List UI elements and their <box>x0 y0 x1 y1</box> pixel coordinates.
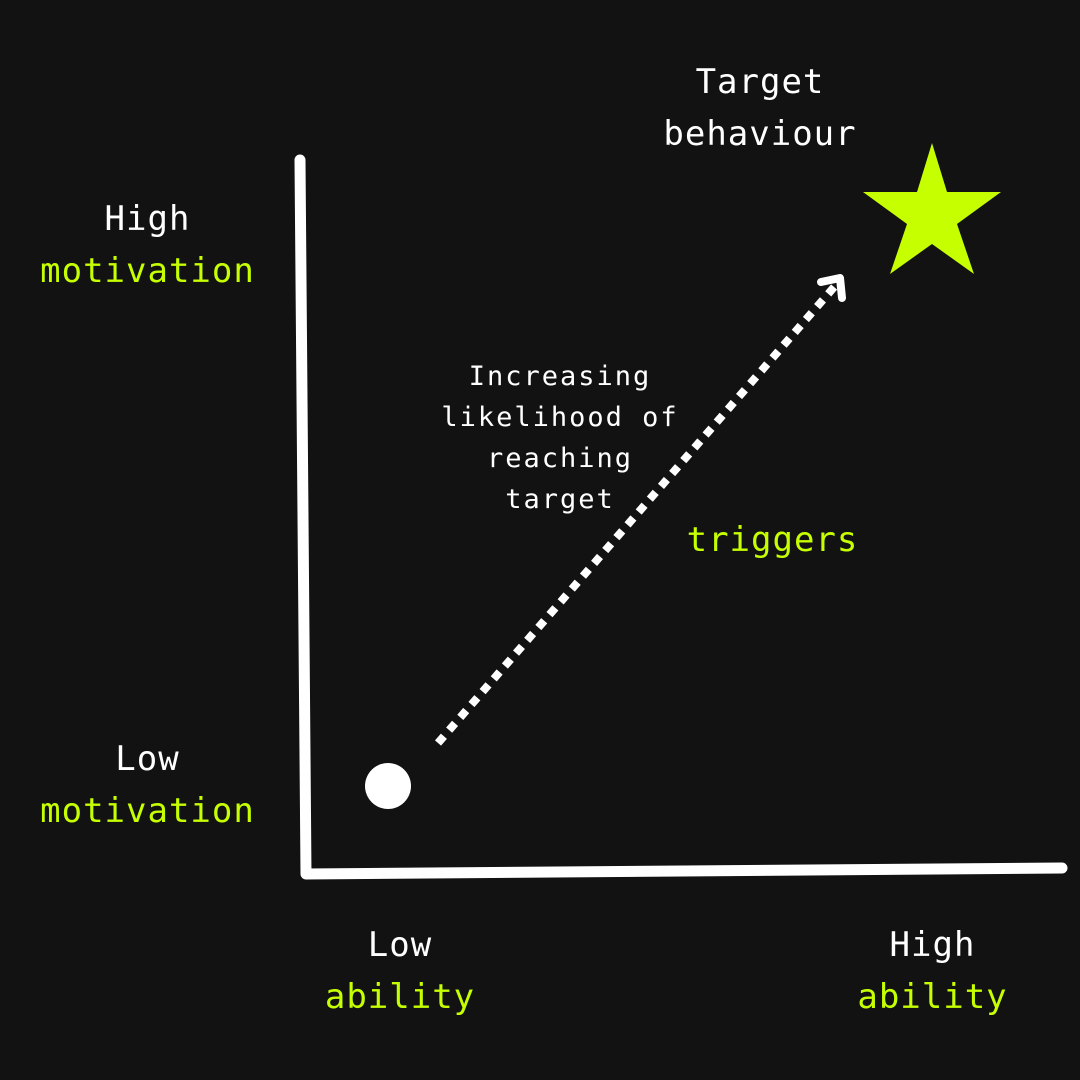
arrow-description-line: Increasing <box>468 361 652 392</box>
arrow-description: Increasing likelihood of reaching target <box>420 356 700 520</box>
target-label-line2: behaviour <box>663 114 857 154</box>
high-motivation-qualifier: High <box>104 199 191 239</box>
star-icon <box>863 143 1001 274</box>
high-ability-qualifier: High <box>889 925 976 965</box>
target-label-line1: Target <box>695 62 825 102</box>
arrow-description-line: likelihood of <box>441 402 679 433</box>
arrow-description-line: target <box>505 484 615 515</box>
high-motivation-term: motivation <box>40 251 255 291</box>
arrowhead-icon <box>817 274 846 302</box>
low-motivation-term: motivation <box>40 791 255 831</box>
low-motivation-label: Low motivation <box>20 733 275 837</box>
high-motivation-label: High motivation <box>20 193 275 297</box>
start-dot-icon <box>365 763 411 809</box>
low-ability-term: ability <box>324 977 476 1017</box>
low-ability-label: Low ability <box>300 919 500 1023</box>
high-ability-term: ability <box>857 977 1008 1017</box>
target-behaviour-label: Target behaviour <box>630 56 890 160</box>
arrow-description-line: reaching <box>486 443 634 474</box>
triggers-label: triggers <box>686 520 859 560</box>
low-ability-qualifier: Low <box>367 925 433 965</box>
low-motivation-qualifier: Low <box>115 739 180 779</box>
high-ability-label: High ability <box>820 919 1045 1023</box>
axes <box>294 154 1068 880</box>
